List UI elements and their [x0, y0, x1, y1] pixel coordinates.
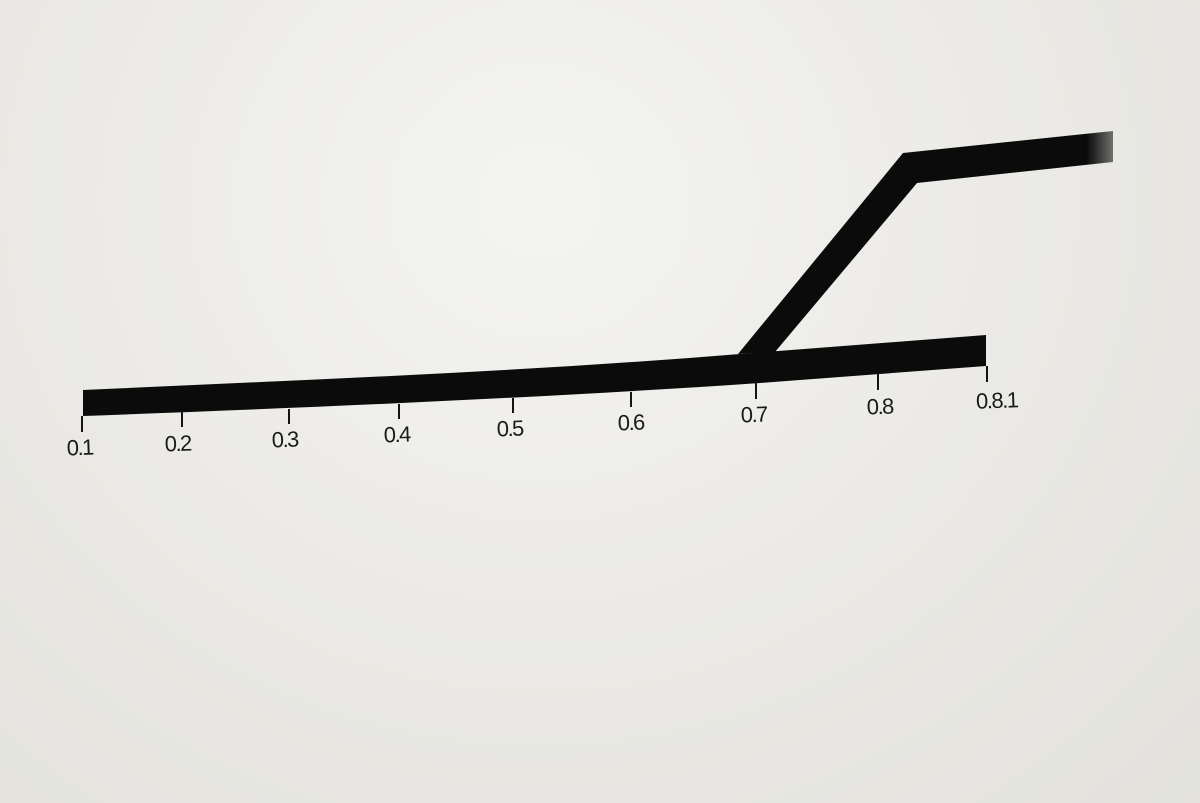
tick-labels: 0.1 0.2 0.3 0.4 0.5 0.6 0.7 0.8 0.8.1 — [66, 387, 1019, 460]
main-trunk-line — [83, 335, 986, 416]
tick-label: 0.8.1 — [976, 387, 1020, 413]
tick-marks — [81, 366, 988, 432]
tick-label: 0.5 — [496, 416, 524, 442]
tick-label: 0.2 — [164, 431, 192, 457]
tick-label: 0.7 — [740, 402, 768, 428]
tick-label: 0.1 — [66, 435, 94, 461]
tick-label: 0.3 — [271, 427, 299, 453]
tick-label: 0.8 — [866, 394, 894, 420]
tick-label: 0.4 — [383, 422, 411, 448]
branch-line — [738, 131, 1113, 354]
tick-label: 0.6 — [617, 410, 645, 436]
